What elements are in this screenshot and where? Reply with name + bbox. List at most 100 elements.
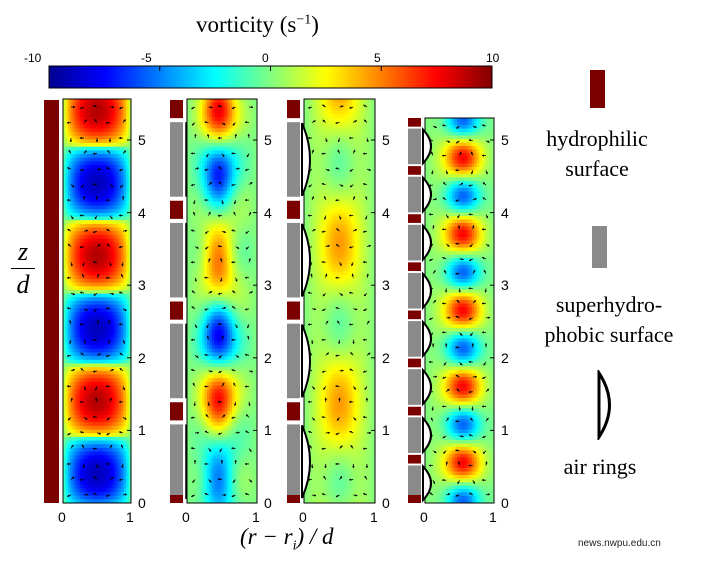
vorticity-cell <box>104 264 107 268</box>
vorticity-cell <box>210 268 213 272</box>
vorticity-cell <box>99 202 102 206</box>
vorticity-cell <box>116 400 119 404</box>
vorticity-cell <box>75 470 78 474</box>
vorticity-cell <box>65 400 68 404</box>
vorticity-cell <box>109 139 112 143</box>
vorticity-cell <box>85 161 88 165</box>
vorticity-cell <box>68 286 71 290</box>
vorticity-cell <box>90 378 93 382</box>
vorticity-cell <box>222 319 225 323</box>
vorticity-cell <box>240 150 243 154</box>
vorticity-cell <box>197 231 200 235</box>
vorticity-cell <box>230 117 233 121</box>
vorticity-cell <box>202 143 205 147</box>
vorticity-cell <box>245 235 248 239</box>
vorticity-cell <box>75 404 78 408</box>
vorticity-cell <box>70 239 73 243</box>
vorticity-cell <box>124 158 127 162</box>
vorticity-cell <box>197 327 200 331</box>
vorticity-cell <box>87 217 90 221</box>
vorticity-cell <box>107 297 110 301</box>
vorticity-cell <box>114 411 117 415</box>
vorticity-cell <box>232 319 235 323</box>
vorticity-cell <box>102 213 105 217</box>
vorticity-cell <box>70 161 73 165</box>
vorticity-cell <box>220 209 223 213</box>
vorticity-cell <box>242 103 245 107</box>
vorticity-cell <box>80 327 83 331</box>
vorticity-cell <box>230 132 233 136</box>
vorticity-cell <box>192 268 195 272</box>
vorticity-cell <box>215 250 218 254</box>
vorticity-cell <box>202 301 205 305</box>
vorticity-cell <box>114 206 117 210</box>
vorticity-cell <box>119 213 122 217</box>
vorticity-cell <box>97 161 100 165</box>
vorticity-cell <box>65 235 68 239</box>
vorticity-cell <box>82 103 85 107</box>
vorticity-cell <box>190 239 193 243</box>
vorticity-cell <box>85 242 88 246</box>
vorticity-cell <box>237 147 240 151</box>
vorticity-cell <box>222 250 225 254</box>
vorticity-cell <box>126 338 129 342</box>
vorticity-cell <box>210 202 213 206</box>
vorticity-cell <box>68 194 71 198</box>
vorticity-cell <box>192 279 195 283</box>
vorticity-cell <box>192 242 195 246</box>
vorticity-cell <box>202 250 205 254</box>
vorticity-cell <box>112 360 115 364</box>
vorticity-cell <box>80 261 83 265</box>
vorticity-cell <box>207 103 210 107</box>
vorticity-cell <box>107 147 110 151</box>
vorticity-cell <box>212 161 215 165</box>
vorticity-cell <box>215 161 218 165</box>
vorticity-cell <box>75 301 78 305</box>
vorticity-cell <box>190 283 193 287</box>
vorticity-cell <box>205 272 208 276</box>
vorticity-cell <box>97 121 100 125</box>
vorticity-cell <box>65 231 68 235</box>
vorticity-cell <box>80 180 83 184</box>
vorticity-cell <box>212 136 215 140</box>
vorticity-cell <box>212 125 215 129</box>
vorticity-cell <box>82 396 85 400</box>
vorticity-cell <box>119 360 122 364</box>
vorticity-cell <box>230 194 233 198</box>
vorticity-cell <box>80 341 83 345</box>
vorticity-cell <box>116 183 119 187</box>
vorticity-cell <box>121 202 124 206</box>
vorticity-cell <box>200 250 203 254</box>
vorticity-cell <box>97 286 100 290</box>
vorticity-cell <box>65 466 68 470</box>
vorticity-cell <box>97 125 100 129</box>
vorticity-cell <box>104 202 107 206</box>
vorticity-cell <box>95 165 98 169</box>
vorticity-cell <box>70 301 73 305</box>
vorticity-cell <box>235 294 238 298</box>
vorticity-cell <box>116 374 119 378</box>
vorticity-cell <box>222 169 225 173</box>
vorticity-cell <box>200 279 203 283</box>
vorticity-cell <box>247 239 250 243</box>
vorticity-cell <box>104 485 107 489</box>
vorticity-cell <box>78 272 81 276</box>
vorticity-cell <box>80 286 83 290</box>
vorticity-cell <box>78 128 81 132</box>
vorticity-cell <box>195 161 198 165</box>
vorticity-cell <box>92 408 95 412</box>
vorticity-cell <box>90 206 93 210</box>
vorticity-cell <box>90 136 93 140</box>
vorticity-cell <box>107 183 110 187</box>
vorticity-cell <box>107 268 110 272</box>
vorticity-cell <box>121 132 124 136</box>
vorticity-cell <box>68 378 71 382</box>
vorticity-cell <box>112 356 115 360</box>
vorticity-cell <box>190 272 193 276</box>
vorticity-cell <box>190 316 193 320</box>
vorticity-cell <box>104 110 107 114</box>
vorticity-cell <box>195 172 198 176</box>
vorticity-cell <box>80 217 83 221</box>
vorticity-cell <box>240 158 243 162</box>
vorticity-cell <box>104 422 107 426</box>
